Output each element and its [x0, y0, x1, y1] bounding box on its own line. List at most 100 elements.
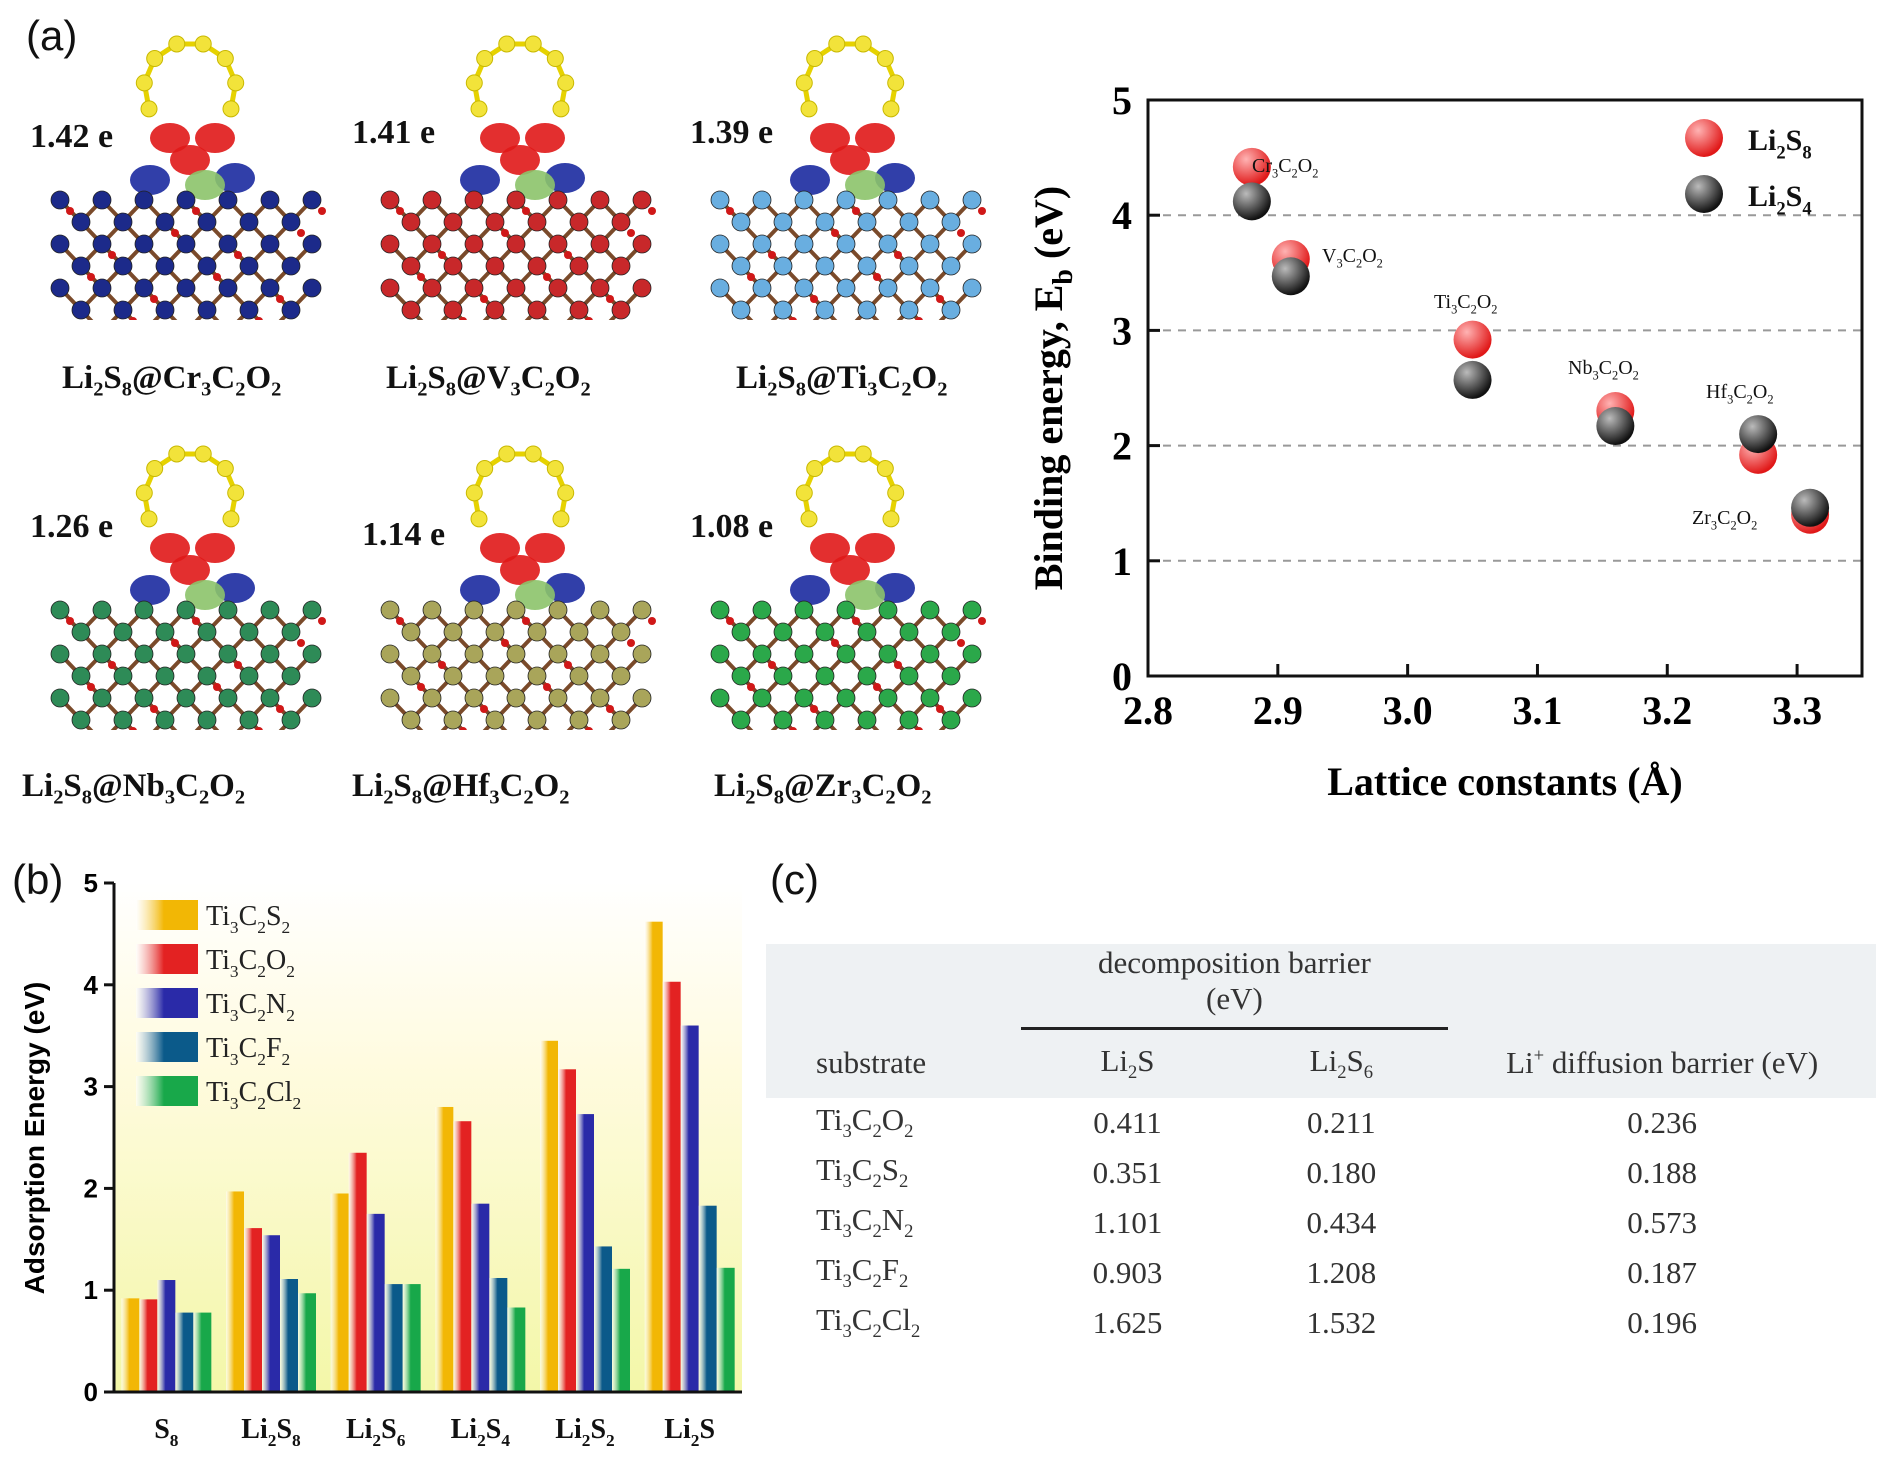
- sulfur-atom: [828, 35, 846, 53]
- legend-swatch: [136, 1032, 198, 1062]
- metal-atom: [113, 666, 133, 686]
- metal-atom: [464, 278, 484, 298]
- metal-atom: [380, 190, 400, 210]
- diffusion-barrier-cell: 0.236: [1627, 1105, 1697, 1140]
- metal-atom: [731, 256, 751, 276]
- metal-atom: [773, 622, 793, 642]
- charge-density-lobe: [855, 123, 895, 153]
- metal-atom: [815, 710, 835, 730]
- bar: [193, 1312, 212, 1392]
- charge-transfer-value: 1.41 e: [352, 114, 436, 151]
- sulfur-atom: [146, 50, 164, 68]
- metal-atom: [155, 666, 175, 686]
- oxygen-atom: [417, 683, 425, 691]
- metal-atom: [464, 600, 484, 620]
- point-label: Cr3C2O2: [1252, 155, 1318, 181]
- li2s4-point: [1791, 488, 1830, 527]
- oxygen-atom: [564, 251, 572, 259]
- metal-atom: [548, 278, 568, 298]
- li2s4-point: [1739, 415, 1778, 454]
- metal-atom: [569, 300, 589, 320]
- metal-atom: [569, 256, 589, 276]
- metal-atom: [815, 666, 835, 686]
- sulfur-atom: [524, 445, 542, 463]
- metal-atom: [941, 256, 961, 276]
- bar: [680, 1025, 699, 1392]
- metal-atom: [794, 644, 814, 664]
- structure-image: [380, 445, 656, 730]
- charge-density-lobe: [845, 580, 885, 610]
- li2s4-point: [1271, 257, 1310, 296]
- structure-image: [710, 445, 986, 730]
- oxygen-atom: [480, 295, 488, 303]
- li2s4-point: [1596, 407, 1635, 446]
- metal-atom: [50, 278, 70, 298]
- metal-atom: [962, 688, 982, 708]
- panel-label-c: (c): [770, 856, 819, 903]
- oxygen-atom: [585, 727, 593, 730]
- metal-atom: [113, 256, 133, 276]
- metal-atom: [422, 644, 442, 664]
- sulfur-atom: [557, 74, 575, 92]
- metal-atom: [218, 190, 238, 210]
- sulfur-atom: [216, 50, 234, 68]
- charge-density-lobe: [810, 123, 850, 153]
- metal-atom: [569, 666, 589, 686]
- plot-frame: [1146, 98, 1864, 678]
- charge-density-lobe: [150, 123, 190, 153]
- li2s8-point: [1596, 392, 1635, 431]
- sulfur-atom: [465, 74, 483, 92]
- metal-atom: [239, 212, 259, 232]
- sulfur-atom: [470, 510, 488, 528]
- metal-atom: [281, 710, 301, 730]
- bar: [262, 1235, 280, 1392]
- oxygen-atom: [318, 207, 326, 215]
- metal-atom: [941, 666, 961, 686]
- metal-atom: [773, 710, 793, 730]
- metal-atom: [218, 278, 238, 298]
- metal-atom: [731, 622, 751, 642]
- charge-density-lobe: [500, 145, 540, 175]
- oxygen-atom: [831, 229, 839, 237]
- category-label: S8: [154, 1414, 179, 1450]
- metal-atom: [920, 644, 940, 664]
- metal-atom: [506, 688, 526, 708]
- metal-atom: [731, 300, 751, 320]
- bar: [471, 1203, 490, 1392]
- structure-image: [710, 35, 986, 320]
- metal-atom: [632, 688, 652, 708]
- charge-density-lobe: [790, 575, 830, 605]
- structure-formula-label: Li2S8@Cr3C2O2: [62, 360, 282, 401]
- metal-atom: [134, 688, 154, 708]
- metal-atom: [92, 234, 112, 254]
- table-header-diffusion: Li+ diffusion barrier (eV): [1506, 1045, 1819, 1080]
- metal-atom: [878, 688, 898, 708]
- metal-atom: [92, 278, 112, 298]
- metal-atom: [443, 256, 463, 276]
- metal-atom: [302, 600, 322, 620]
- bar: [121, 1298, 140, 1392]
- metal-atom: [836, 278, 856, 298]
- metal-atom: [134, 600, 154, 620]
- bar: [366, 1213, 385, 1392]
- metal-atom: [197, 256, 217, 276]
- charge-density-lobe: [855, 533, 895, 563]
- metal-atom: [485, 256, 505, 276]
- metal-atom: [878, 190, 898, 210]
- legend-label: Ti3C2S2: [206, 901, 290, 937]
- metal-atom: [71, 622, 91, 642]
- y-axis-label: Binding energy, Eb (eV): [1026, 186, 1079, 590]
- charge-density-lobe: [525, 533, 565, 563]
- metal-atom: [464, 234, 484, 254]
- metal-atom: [548, 688, 568, 708]
- metal-atom: [752, 278, 772, 298]
- metal-atom: [71, 212, 91, 232]
- sulfur-atom: [882, 510, 900, 528]
- metal-atom: [155, 256, 175, 276]
- oxygen-atom: [810, 295, 818, 303]
- metal-atom: [113, 622, 133, 642]
- li2s8-point: [1739, 435, 1778, 474]
- sulfur-atom: [854, 35, 872, 53]
- oxygen-atom: [810, 705, 818, 713]
- metal-atom: [155, 212, 175, 232]
